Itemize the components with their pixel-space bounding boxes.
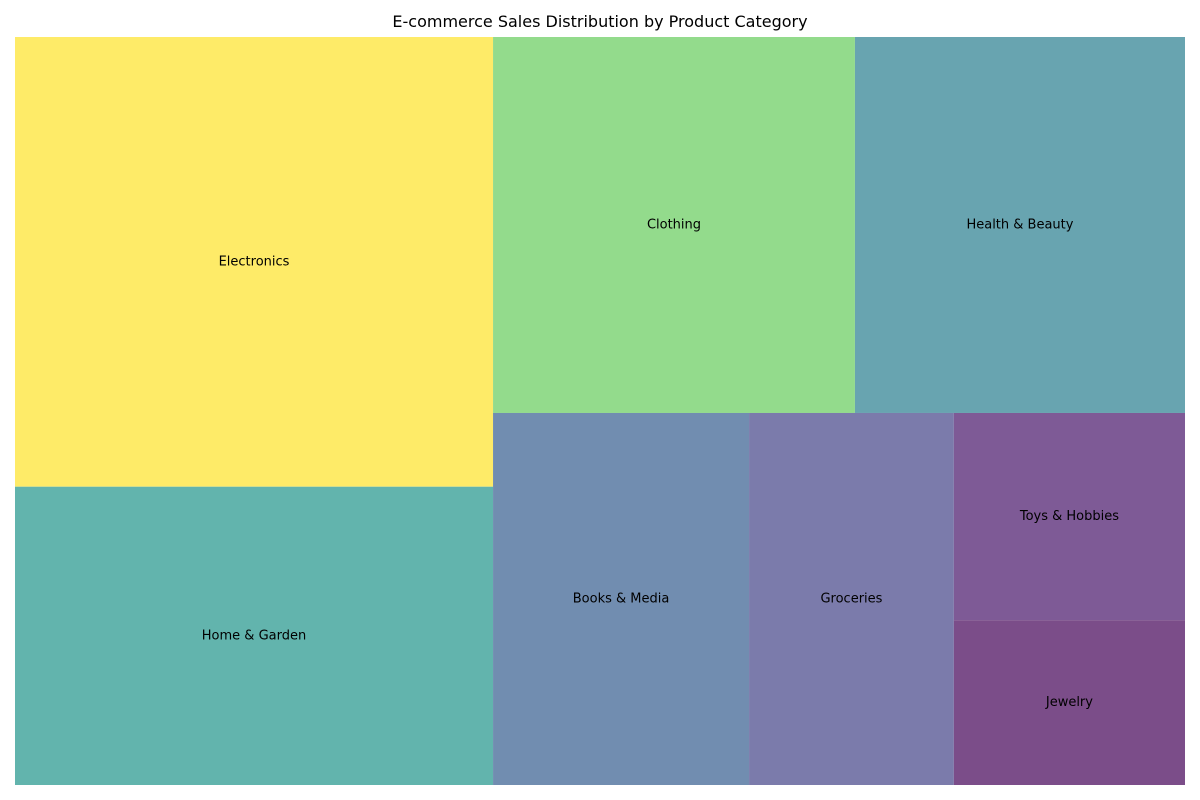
chart-title: E-commerce Sales Distribution by Product… — [392, 12, 808, 31]
treemap-rect-books-and-media — [493, 412, 750, 785]
treemap-label-home-and-garden: Home & Garden — [202, 628, 306, 643]
treemap-label-electronics: Electronics — [219, 254, 290, 269]
treemap-rect-clothing — [493, 37, 855, 413]
treemap-cell-toys-and-hobbies: Toys & Hobbies — [953, 412, 1185, 621]
treemap-rect-groceries — [749, 412, 954, 785]
treemap-label-toys-and-hobbies: Toys & Hobbies — [1019, 509, 1119, 524]
treemap-label-groceries: Groceries — [820, 591, 882, 606]
treemap-rect-toys-and-hobbies — [953, 412, 1185, 621]
treemap-rect-health-and-beauty — [854, 37, 1185, 413]
treemap-label-health-and-beauty: Health & Beauty — [966, 217, 1073, 232]
treemap-cell-electronics: Electronics — [15, 37, 494, 487]
treemap-label-jewelry: Jewelry — [1045, 695, 1093, 710]
treemap-label-clothing: Clothing — [647, 217, 701, 232]
treemap-label-books-and-media: Books & Media — [573, 591, 670, 606]
treemap-cell-jewelry: Jewelry — [953, 620, 1185, 785]
treemap-cell-health-and-beauty: Health & Beauty — [854, 37, 1185, 413]
treemap-cell-clothing: Clothing — [493, 37, 855, 413]
treemap-rect-home-and-garden — [15, 486, 494, 785]
treemap-rect-electronics — [15, 37, 494, 487]
treemap-cell-home-and-garden: Home & Garden — [15, 486, 494, 785]
treemap-cell-books-and-media: Books & Media — [493, 412, 750, 785]
treemap-rect-jewelry — [953, 620, 1185, 785]
treemap-cell-groceries: Groceries — [749, 412, 954, 785]
